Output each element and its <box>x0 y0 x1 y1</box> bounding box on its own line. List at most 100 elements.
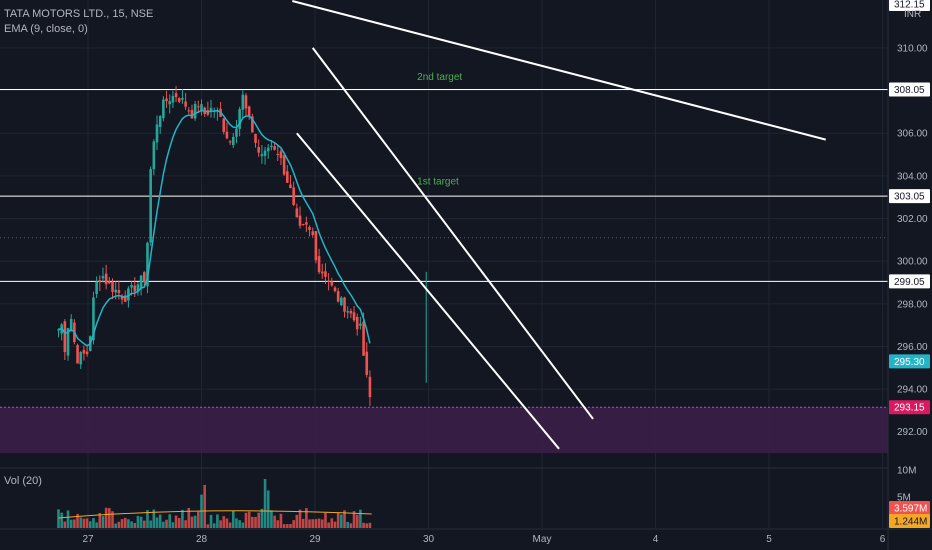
volume-bar <box>171 522 175 528</box>
candle-body <box>82 349 86 354</box>
candle-body <box>346 311 349 313</box>
volume-tick-label: 5M <box>897 493 911 504</box>
volume-bar <box>98 513 102 528</box>
support-zone-rect <box>0 407 888 454</box>
volume-bar <box>251 516 254 528</box>
volume-bar <box>359 509 362 528</box>
candle-body <box>69 318 73 332</box>
volume-bar <box>82 518 86 528</box>
volume-bar <box>336 512 340 528</box>
candle-body <box>289 184 292 189</box>
candle-body <box>330 281 334 286</box>
level-price-tag: 308.05 <box>894 85 925 96</box>
volume-bar <box>130 521 133 528</box>
candle-body <box>266 147 270 152</box>
candle-body <box>333 287 337 292</box>
volume-bar <box>235 518 238 528</box>
candle-body <box>273 146 276 150</box>
time-tick-label: 27 <box>82 534 94 545</box>
candle-body <box>270 145 273 148</box>
volume-tag-2: 1.244M <box>894 517 927 528</box>
ema-legend[interactable]: EMA (9, close, 0) <box>4 23 88 35</box>
candle-body <box>149 169 152 243</box>
candle-body <box>327 280 330 282</box>
volume-ma-line <box>58 510 372 519</box>
time-tick-label: 28 <box>196 534 208 545</box>
level-price-tag: 303.05 <box>894 192 925 203</box>
candle-body <box>225 131 229 139</box>
candle-body <box>365 351 369 375</box>
last-price-tag: 293.15 <box>894 403 925 414</box>
top-price-tag: 312.15 <box>894 0 925 11</box>
candle-body <box>257 147 261 153</box>
candle-body <box>152 141 156 170</box>
price-tick-label: 294.00 <box>897 385 928 396</box>
candle-body <box>228 141 232 143</box>
volume-bar <box>187 507 191 528</box>
volume-bar <box>117 521 121 528</box>
volume-bar <box>101 516 105 528</box>
candle-body <box>317 256 321 273</box>
candle-body <box>79 352 83 365</box>
symbol-legend[interactable]: TATA MOTORS LTD., 15, NSE <box>4 8 154 20</box>
volume-bar <box>289 524 292 528</box>
volume-bar <box>301 518 305 528</box>
time-tick-label: May <box>533 534 552 545</box>
candle-body <box>260 154 264 157</box>
volume-bar <box>317 518 321 528</box>
candle-body <box>238 109 241 129</box>
volume-bar <box>63 521 67 528</box>
trendline[interactable] <box>296 132 560 450</box>
volume-bar <box>349 523 353 528</box>
candle-body <box>108 281 111 284</box>
trendlines[interactable] <box>292 0 827 450</box>
candle-body <box>311 231 315 235</box>
candle-body <box>174 93 178 98</box>
volume-bar <box>362 522 365 528</box>
candle-body <box>295 208 299 218</box>
candle-body <box>130 285 133 288</box>
candle-body <box>279 151 283 159</box>
time-tick-label: 5 <box>766 534 772 545</box>
volume-legend[interactable]: Vol (20) <box>4 475 42 487</box>
candle-body <box>123 295 127 302</box>
candle-body <box>368 376 372 398</box>
candle-body <box>200 104 203 112</box>
candle-body <box>168 101 172 105</box>
volume-bar <box>244 512 248 528</box>
candle-body <box>165 98 168 102</box>
volume-bar <box>114 523 117 528</box>
candle-body <box>111 282 114 292</box>
support-zone <box>0 406 888 454</box>
volume-bar <box>282 524 286 528</box>
candle-body <box>136 284 140 292</box>
candle-body <box>101 276 105 279</box>
volume-bar <box>120 519 124 528</box>
trendline[interactable] <box>311 47 594 420</box>
volume-bar <box>203 484 206 528</box>
volume-bar <box>219 520 222 528</box>
volume-bar <box>314 519 318 528</box>
time-axis[interactable]: 27 28 29 30 May 4 5 6 <box>0 528 932 545</box>
candle-body <box>222 118 226 132</box>
candle-body <box>349 310 353 314</box>
volume-bar <box>197 511 200 528</box>
ema-price-tag-bg <box>889 354 930 369</box>
candle-body <box>359 323 362 326</box>
price-tick-label: 298.00 <box>897 299 928 310</box>
candle-body <box>187 110 191 112</box>
candle-body <box>181 97 184 100</box>
volume-bar <box>254 516 257 528</box>
ema-polyline <box>58 109 371 347</box>
volume-bar <box>333 521 337 528</box>
trendline[interactable] <box>292 0 827 141</box>
volume-bar <box>231 510 235 528</box>
candle-body <box>142 272 146 283</box>
volume-bar <box>368 522 372 528</box>
volume-bar <box>228 522 232 528</box>
volume-bar <box>298 509 302 528</box>
candle-body <box>209 107 213 111</box>
volume-bar <box>241 522 245 528</box>
